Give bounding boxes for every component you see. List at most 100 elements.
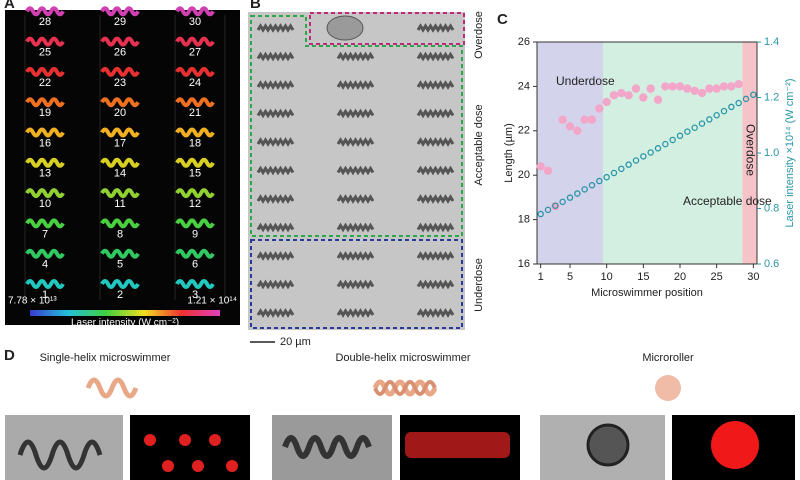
micro-helix — [416, 165, 455, 176]
length-point — [675, 82, 685, 91]
intensity-point — [669, 136, 676, 144]
helix-number: 7 — [42, 228, 48, 240]
micro-helix — [336, 80, 375, 90]
helix — [100, 36, 140, 47]
panel-d-title: Single-helix microswimmer — [40, 352, 171, 364]
length-point — [712, 84, 721, 93]
helix-number: 23 — [114, 77, 126, 89]
panel-label: B — [250, 0, 261, 12]
helix — [25, 188, 65, 199]
helix — [25, 36, 65, 47]
x-tick-label: 20 — [674, 271, 686, 283]
length-point — [683, 84, 692, 93]
helix-number: 11 — [114, 198, 125, 210]
y-tick-label: 20 — [518, 169, 530, 181]
intensity-point — [720, 107, 728, 115]
micro-helix — [416, 23, 455, 33]
helix-number: 3 — [192, 289, 198, 301]
micro-helix — [336, 51, 375, 62]
helix — [175, 36, 215, 47]
helix-number: 27 — [189, 47, 201, 59]
fluorescence-band — [405, 432, 510, 458]
panel-d-title: Microroller — [642, 352, 694, 364]
helix — [100, 127, 140, 138]
y2-tick-label: 1.4 — [764, 36, 779, 48]
length-point — [602, 97, 611, 107]
intensity-point — [596, 177, 603, 185]
intensity-point — [537, 210, 544, 218]
length-point — [543, 166, 553, 175]
micro-helix — [416, 194, 455, 204]
micro-helix — [336, 165, 375, 176]
helix-number: 6 — [192, 259, 198, 271]
helix — [175, 157, 215, 168]
helix-number: 13 — [39, 168, 51, 180]
y-tick-label: 18 — [518, 214, 530, 226]
helix — [175, 218, 215, 229]
helix-number: 10 — [39, 198, 51, 210]
helix — [175, 188, 215, 199]
helix-number: 30 — [189, 16, 201, 28]
region-label: Underdose — [556, 74, 615, 88]
overdose-box — [309, 12, 465, 45]
helix — [25, 127, 65, 138]
intensity-point — [552, 202, 559, 209]
length-point — [653, 95, 663, 104]
length-point — [697, 88, 707, 98]
helix-number: 25 — [39, 47, 51, 59]
micro-helix — [256, 222, 295, 233]
length-point — [573, 126, 582, 135]
micro-helix — [416, 51, 455, 62]
length-point — [624, 91, 633, 100]
length-point — [565, 122, 575, 131]
helix-number: 16 — [39, 137, 51, 149]
length-point — [558, 115, 567, 124]
helix — [100, 6, 140, 17]
micro-helix — [256, 108, 295, 119]
length-point — [631, 84, 641, 93]
intensity-point — [632, 157, 640, 164]
region-label: Overdose — [473, 11, 485, 59]
helix — [175, 248, 215, 259]
region-label: Acceptable dose — [683, 194, 772, 208]
region-label: Overdose — [743, 124, 757, 176]
intensity-point — [559, 198, 566, 206]
length-point — [727, 82, 736, 91]
helix — [100, 97, 140, 108]
intensity-point — [625, 161, 632, 168]
micro-helix — [256, 51, 295, 62]
x-tick-label: 25 — [711, 271, 723, 283]
intensity-point — [618, 165, 625, 173]
intensity-point — [691, 124, 698, 131]
micro-helix — [416, 308, 455, 318]
micro-helix — [256, 279, 295, 290]
colorbar-max: 1.21 × 10¹⁴ — [187, 296, 237, 307]
length-point — [719, 82, 729, 91]
x-axis-label: Microswimmer position — [591, 287, 703, 299]
helix — [25, 279, 65, 289]
intensity-point — [728, 103, 735, 111]
micro-helix — [336, 137, 375, 147]
helix-number: 29 — [114, 16, 126, 28]
micro-helix — [416, 279, 455, 290]
helix-number: 9 — [192, 228, 198, 240]
helix-icon — [85, 377, 139, 399]
panel-label: C — [497, 11, 508, 28]
length-point — [617, 88, 626, 98]
helix-number: 4 — [42, 259, 48, 271]
helix-number: 1 — [42, 289, 48, 301]
helix — [100, 188, 140, 199]
helix-number: 2 — [117, 289, 123, 301]
x-tick-label: 30 — [747, 271, 759, 283]
helix — [175, 66, 215, 77]
intensity-point — [544, 206, 552, 214]
roller-image — [586, 423, 630, 467]
length-point — [734, 79, 743, 89]
fluorescence-dots — [144, 434, 238, 472]
helix-number: 20 — [114, 107, 126, 119]
double-helix-image — [282, 435, 372, 459]
intensity-point — [574, 190, 581, 197]
helix-number: 26 — [114, 47, 126, 59]
length-point — [587, 115, 597, 124]
helix-number: 21 — [189, 107, 201, 119]
